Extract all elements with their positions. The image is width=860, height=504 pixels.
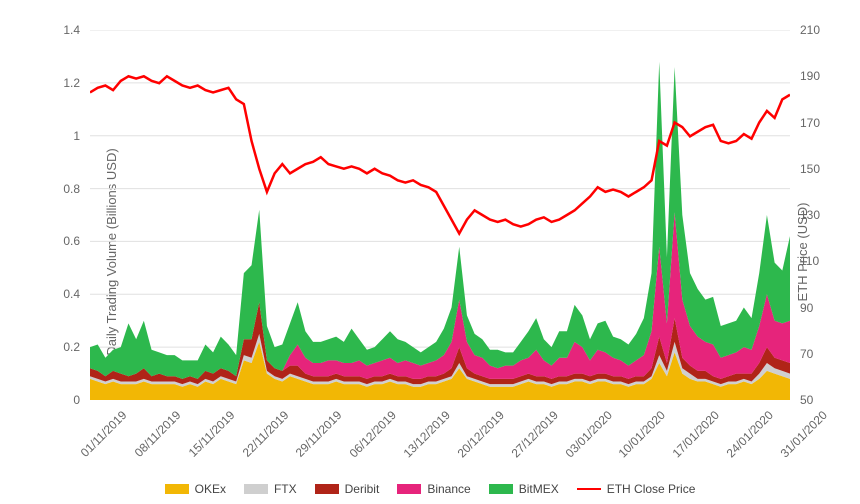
- y-left-tick: 0.4: [40, 287, 80, 301]
- y-right-tick: 190: [800, 69, 840, 83]
- x-tick: 10/01/2020: [616, 408, 668, 460]
- y-left-tick: 1.4: [40, 23, 80, 37]
- y-right-tick: 70: [800, 347, 840, 361]
- x-tick: 27/12/2019: [508, 408, 560, 460]
- legend-swatch: [165, 484, 189, 494]
- x-tick: 20/12/2019: [454, 408, 506, 460]
- y-right-tick: 110: [800, 254, 840, 268]
- x-tick: 03/01/2020: [562, 408, 614, 460]
- legend-swatch: [577, 488, 601, 490]
- legend-item: BitMEX: [489, 482, 559, 496]
- legend-label: Binance: [427, 482, 470, 496]
- plot-svg: [90, 30, 790, 400]
- y-left-tick: 1: [40, 129, 80, 143]
- x-tick: 06/12/2019: [347, 408, 399, 460]
- plot-area: [90, 30, 790, 400]
- legend-item: FTX: [244, 482, 297, 496]
- y-left-tick: 0: [40, 393, 80, 407]
- x-tick: 15/11/2019: [185, 408, 237, 460]
- y-right-tick: 210: [800, 23, 840, 37]
- x-tick: 01/11/2019: [78, 408, 130, 460]
- x-tick: 17/01/2020: [670, 408, 722, 460]
- legend-item: Binance: [397, 482, 470, 496]
- legend: OKEx FTX Deribit Binance BitMEX ETH Close Pri…: [0, 482, 860, 496]
- line-eth-price: [90, 76, 790, 233]
- legend-item: Deribit: [315, 482, 380, 496]
- y-left-tick: 0.6: [40, 234, 80, 248]
- legend-item: OKEx: [165, 482, 226, 496]
- y-right-tick: 90: [800, 301, 840, 315]
- chart-container: Daily Trading Volume (Billions USD) ETH …: [0, 0, 860, 504]
- y-right-tick: 150: [800, 162, 840, 176]
- x-tick: 13/12/2019: [401, 408, 453, 460]
- x-tick: 31/01/2020: [778, 408, 830, 460]
- legend-label: FTX: [274, 482, 297, 496]
- legend-item: ETH Close Price: [577, 482, 696, 496]
- legend-swatch: [397, 484, 421, 494]
- y-left-tick: 1.2: [40, 76, 80, 90]
- y-right-tick: 50: [800, 393, 840, 407]
- x-tick: 08/11/2019: [132, 408, 184, 460]
- legend-swatch: [315, 484, 339, 494]
- x-tick: 29/11/2019: [293, 408, 345, 460]
- y-left-tick: 0.2: [40, 340, 80, 354]
- y-right-tick: 170: [800, 116, 840, 130]
- legend-label: BitMEX: [519, 482, 559, 496]
- x-axis-ticks: 01/11/201908/11/201915/11/201922/11/2019…: [90, 408, 790, 478]
- y-axis-left-ticks: 00.20.40.60.811.21.4: [40, 30, 80, 400]
- y-right-tick: 130: [800, 208, 840, 222]
- legend-label: Deribit: [345, 482, 380, 496]
- legend-label: ETH Close Price: [607, 482, 696, 496]
- y-left-tick: 0.8: [40, 182, 80, 196]
- y-axis-right-ticks: 507090110130150170190210: [800, 30, 840, 400]
- legend-label: OKEx: [195, 482, 226, 496]
- legend-swatch: [244, 484, 268, 494]
- legend-swatch: [489, 484, 513, 494]
- x-tick: 24/01/2020: [724, 408, 776, 460]
- x-tick: 22/11/2019: [239, 408, 291, 460]
